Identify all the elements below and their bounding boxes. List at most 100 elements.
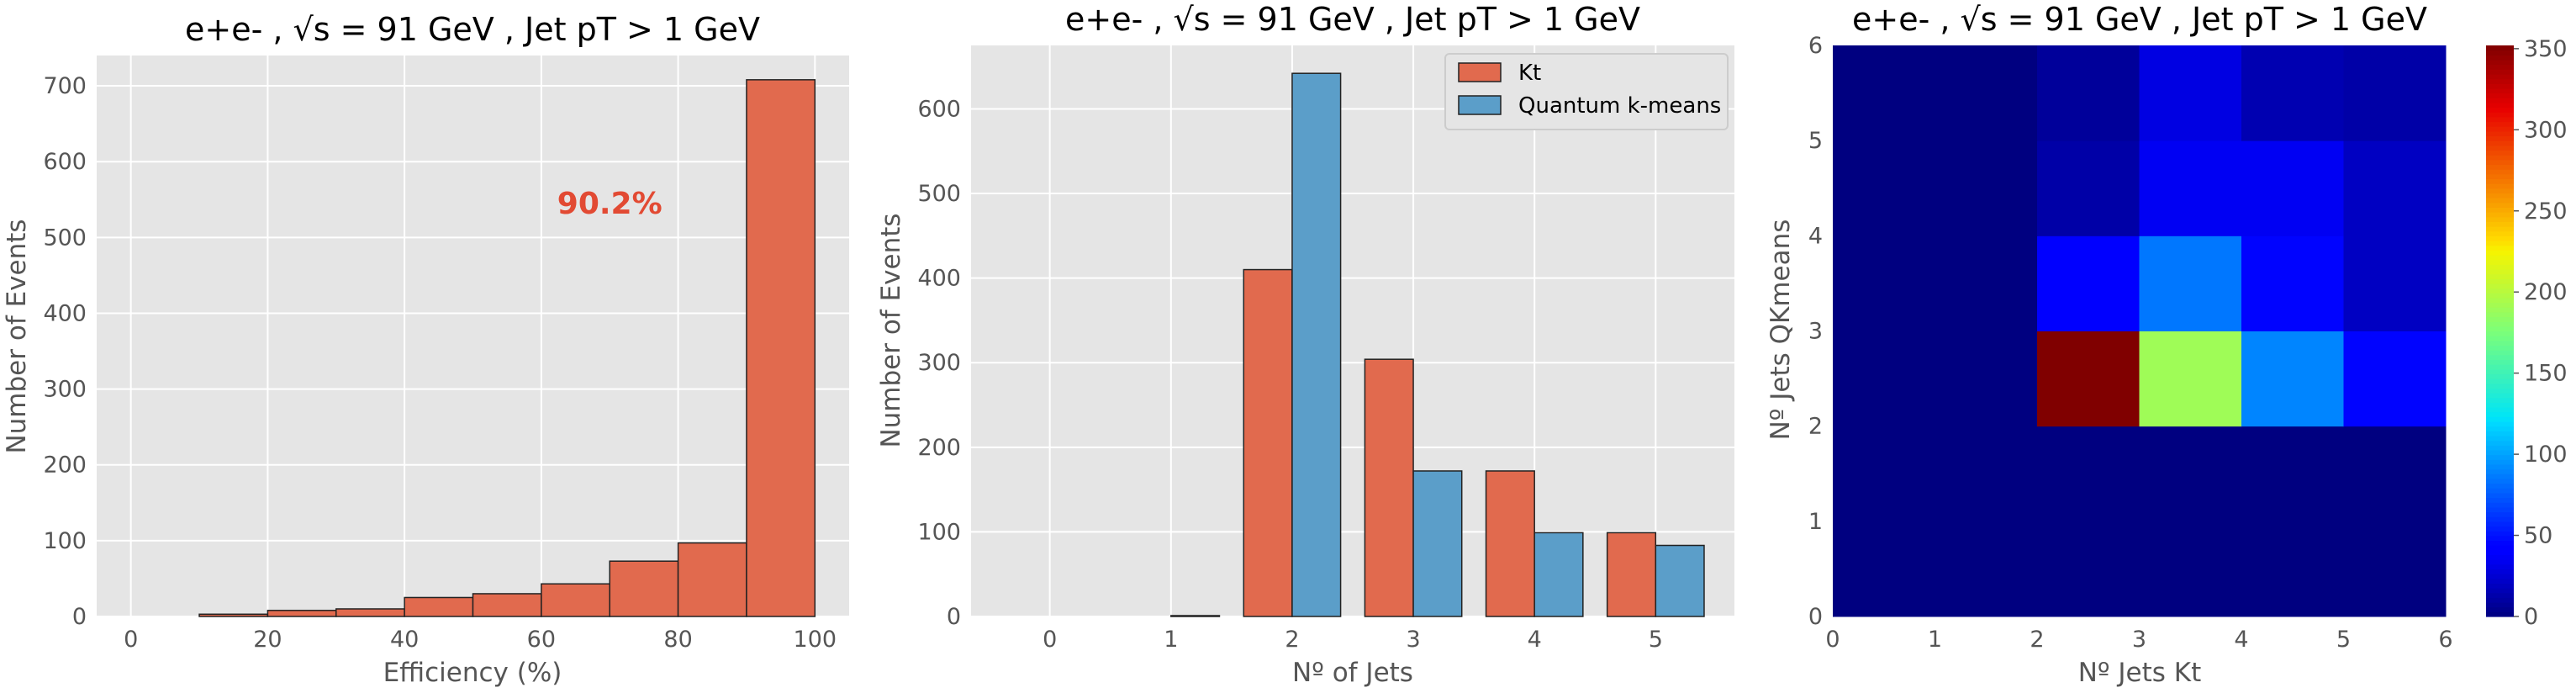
y-tick-label: 200 bbox=[43, 452, 87, 479]
kt-bar bbox=[1243, 268, 1293, 617]
heatmap-cell bbox=[2139, 235, 2242, 331]
x-tick-label: 3 bbox=[1406, 627, 1420, 653]
heatmap-cell bbox=[2037, 45, 2140, 141]
legend-kt-swatch bbox=[1458, 62, 1502, 82]
heatmap-cell bbox=[2343, 140, 2447, 236]
colorbar-segment bbox=[2486, 145, 2514, 151]
colorbar-segment bbox=[2486, 606, 2514, 612]
heatmap-cell bbox=[1935, 45, 2038, 141]
heatmap-colorbar bbox=[2486, 45, 2514, 617]
histogram-bar bbox=[541, 583, 610, 617]
efficiency-x-ticks: 0 20 40 60 80 100 bbox=[124, 627, 837, 653]
efficiency-histogram-bars bbox=[198, 79, 816, 617]
heatmap-cell bbox=[1833, 45, 1935, 141]
jets-bar-chart-panel: 0 1 2 3 4 5 0 100 200 300 400 500 600 e+e- , √s = 9… bbox=[876, 1, 1734, 688]
colorbar-segment bbox=[2486, 449, 2514, 456]
y-tick-label: 5 bbox=[1808, 128, 1823, 154]
heatmap-cell bbox=[2343, 426, 2447, 522]
histogram-bar bbox=[335, 608, 405, 617]
colorbar-segment bbox=[2486, 250, 2514, 256]
colorbar-segment bbox=[2486, 411, 2514, 417]
heatmap-cell bbox=[2343, 521, 2447, 617]
x-tick-label: 1 bbox=[1164, 627, 1178, 653]
heatmap-cell bbox=[1935, 235, 2038, 331]
colorbar-segment bbox=[2486, 240, 2514, 246]
colorbar-segment bbox=[2486, 393, 2514, 399]
jets-y-axis-label: Number of Events bbox=[876, 213, 906, 447]
colorbar-segment bbox=[2486, 302, 2514, 308]
efficiency-histogram-title: e+e- , √s = 91 GeV , Jet pT > 1 GeV bbox=[185, 11, 760, 48]
colorbar-segment bbox=[2486, 336, 2514, 341]
colorbar-segment bbox=[2486, 478, 2514, 484]
colorbar-segment bbox=[2486, 55, 2514, 61]
qkm-bar bbox=[1655, 544, 1705, 617]
x-tick-label: 0 bbox=[124, 627, 138, 653]
kt-bar bbox=[1606, 532, 1657, 617]
x-tick-label: 3 bbox=[2132, 627, 2146, 653]
x-tick-label: 100 bbox=[794, 627, 837, 653]
colorbar-segment bbox=[2486, 73, 2514, 80]
colorbar-segment bbox=[2486, 321, 2514, 327]
x-tick-label: 0 bbox=[1043, 627, 1057, 653]
heatmap-cell bbox=[1935, 426, 2038, 522]
colorbar-segment bbox=[2486, 98, 2514, 103]
colorbar-segment bbox=[2486, 459, 2514, 465]
y-tick-label: 500 bbox=[917, 181, 961, 207]
x-tick-label: 0 bbox=[1825, 627, 1840, 653]
heatmap-cell bbox=[2037, 426, 2140, 522]
colorbar-segment bbox=[2486, 130, 2514, 137]
y-tick-label: 400 bbox=[917, 266, 961, 292]
colorbar-segment bbox=[2486, 416, 2514, 422]
colorbar-segment bbox=[2486, 516, 2514, 522]
jets-legend: Kt Quantum k-means bbox=[1444, 53, 1729, 130]
heatmap-cell bbox=[1833, 331, 1935, 427]
colorbar-segment bbox=[2486, 254, 2514, 261]
jets-y-ticks: 0 100 200 300 400 500 600 bbox=[917, 96, 961, 630]
colorbar-segment bbox=[2486, 288, 2514, 294]
heatmap-cell bbox=[2241, 426, 2344, 522]
colorbar-segment bbox=[2486, 198, 2514, 204]
x-tick-label: 80 bbox=[663, 627, 692, 653]
kt-bar bbox=[1485, 470, 1535, 617]
colorbar-tick-label: 350 bbox=[2524, 36, 2568, 62]
colorbar-segment bbox=[2486, 216, 2514, 222]
colorbar-segment bbox=[2486, 169, 2514, 175]
histogram-bar bbox=[404, 596, 474, 617]
heatmap-x-axis-label: Nº Jets Kt bbox=[2078, 658, 2202, 688]
y-tick-label: 0 bbox=[72, 604, 87, 630]
histogram-bar bbox=[677, 542, 747, 617]
heatmap-cell bbox=[1935, 140, 2038, 236]
colorbar-segment bbox=[2486, 559, 2514, 565]
heatmap-cell bbox=[1935, 331, 2038, 427]
colorbar-segment bbox=[2486, 431, 2514, 436]
y-tick-label: 500 bbox=[43, 225, 87, 251]
colorbar-segment bbox=[2486, 540, 2514, 546]
colorbar-tick-label: 100 bbox=[2524, 442, 2568, 468]
y-tick-label: 400 bbox=[43, 300, 87, 326]
y-tick-label: 1 bbox=[1808, 509, 1823, 535]
colorbar-segment bbox=[2486, 350, 2514, 356]
x-tick-label: 60 bbox=[527, 627, 556, 653]
colorbar-segment bbox=[2486, 421, 2514, 427]
colorbar-segment bbox=[2486, 506, 2514, 513]
colorbar-segment bbox=[2486, 488, 2514, 494]
colorbar-segment bbox=[2486, 483, 2514, 489]
colorbar-segment bbox=[2486, 435, 2514, 442]
qkm-bar bbox=[1533, 532, 1584, 617]
colorbar-segment bbox=[2486, 140, 2514, 146]
histogram-bar bbox=[472, 593, 542, 617]
colorbar-segment bbox=[2486, 293, 2514, 299]
colorbar-segment bbox=[2486, 193, 2514, 198]
heatmap-cell bbox=[1833, 235, 1935, 331]
qkm-bar bbox=[1412, 470, 1463, 617]
colorbar-segment bbox=[2486, 116, 2514, 123]
x-tick-label: 2 bbox=[1285, 627, 1299, 653]
colorbar-segment bbox=[2486, 354, 2514, 361]
jets-heatmap-panel: 0 1 2 3 4 5 6 0 1 2 3 4 5 6 e+e- , √s = 91 GeV , Jet… bbox=[1766, 1, 2568, 688]
y-tick-label: 700 bbox=[43, 73, 87, 99]
heatmap-cell bbox=[1833, 426, 1935, 522]
colorbar-segment bbox=[2486, 345, 2514, 351]
colorbar-segment bbox=[2486, 383, 2514, 389]
colorbar-segment bbox=[2486, 359, 2514, 365]
colorbar-segment bbox=[2486, 521, 2514, 527]
